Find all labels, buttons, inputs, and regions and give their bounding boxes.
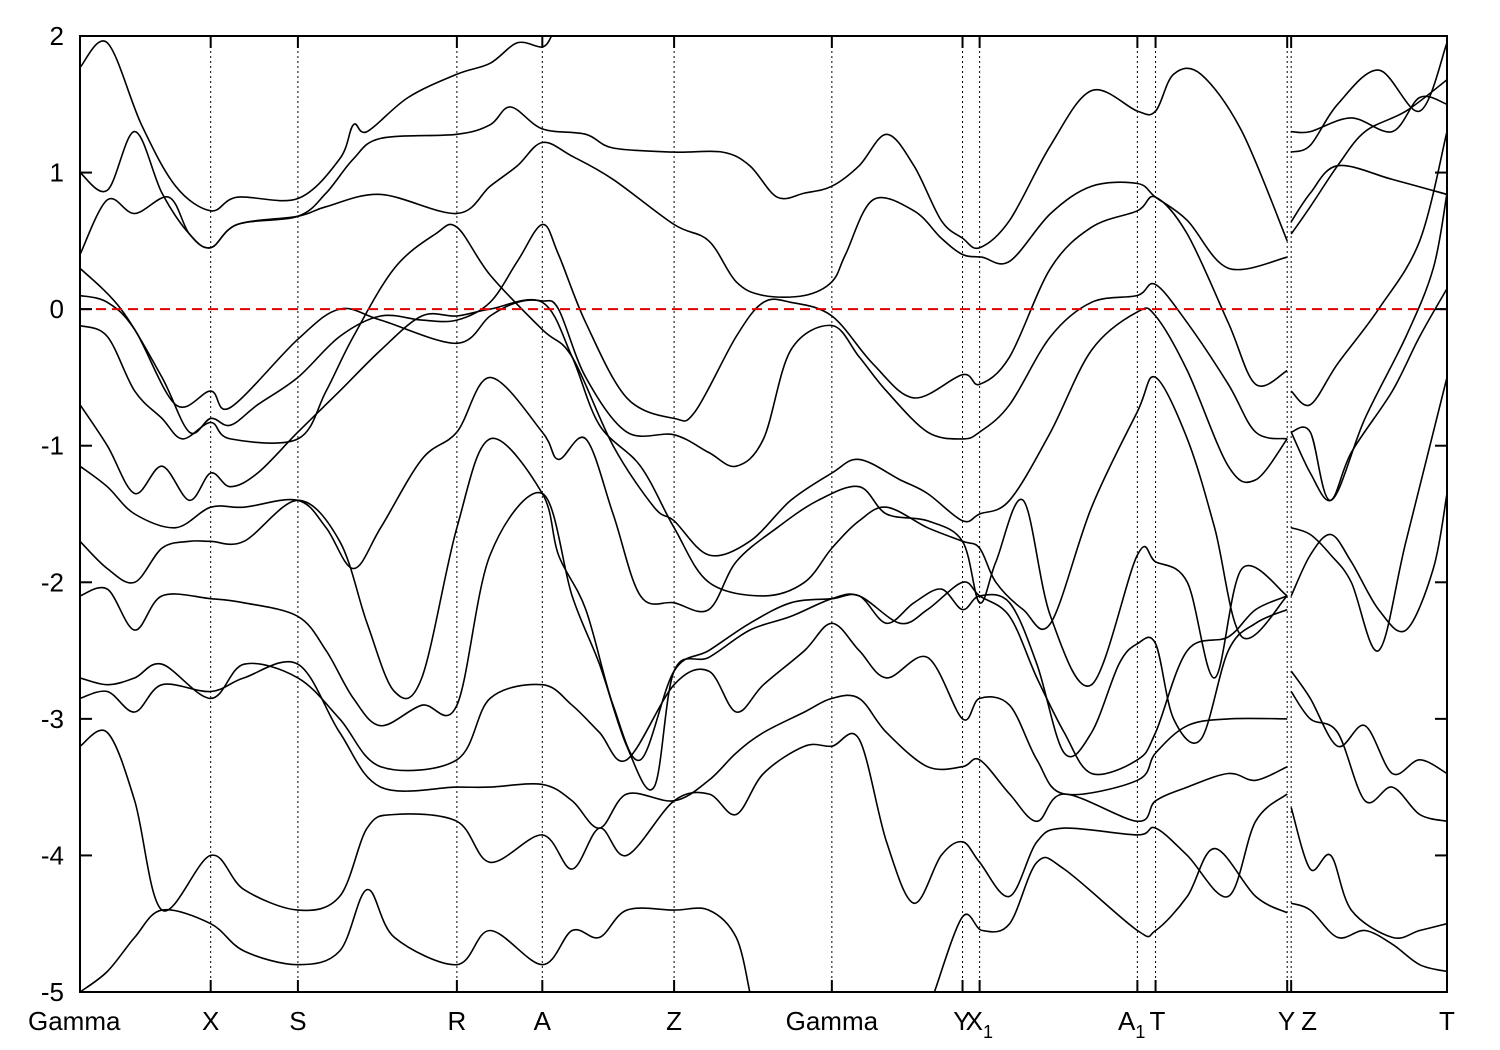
y-tick-label: 0: [50, 294, 64, 324]
x-tick-label: T: [1439, 1006, 1455, 1036]
plot-frame: [79, 35, 1448, 993]
y-tick-label: 1: [50, 158, 64, 188]
band-line: [80, 36, 553, 212]
band-line: [80, 282, 1288, 468]
x-tick-label: Z: [666, 1006, 682, 1036]
y-axis-ticks: -5 -4 -3 -2 -1 0 1 2: [41, 21, 1447, 1007]
y-tick-label: -4: [41, 840, 64, 870]
x-tick-label: Y: [1278, 1006, 1295, 1036]
y-tick-label: -5: [41, 977, 64, 1007]
x-tick-label: R: [447, 1006, 466, 1036]
x-tick-label: T: [1150, 1006, 1166, 1036]
y-tick-label: 2: [50, 21, 64, 51]
kpoint-gridlines: [210, 36, 1292, 992]
y-tick-label: -3: [41, 704, 64, 734]
band-line: [1290, 670, 1447, 776]
band-line: [80, 622, 1288, 796]
band-line: [80, 437, 1288, 762]
band-line: [1290, 493, 1447, 633]
band-line: [1290, 902, 1447, 973]
x-tick-label: A: [534, 1006, 552, 1036]
band-line: [1290, 42, 1447, 153]
band-line: [1290, 691, 1447, 823]
band-line: [80, 661, 1288, 829]
band-line: [80, 223, 1288, 557]
band-line: [80, 888, 751, 992]
band-line: [80, 729, 1288, 912]
band-line: [80, 195, 1288, 435]
x-tick-label: Gamma: [786, 1006, 879, 1036]
band-line: [1291, 95, 1447, 134]
x-tick-label: Gamma: [28, 1006, 121, 1036]
band-line: [80, 491, 1288, 791]
x-tick-label: S: [289, 1006, 306, 1036]
x-tick-label: Y: [953, 1006, 970, 1036]
band-line: [1290, 807, 1447, 939]
x-axis-ticks: Gamma X S R A Z Gamma YX1 A1 T Y Z T: [28, 36, 1455, 1042]
y-tick-label: -2: [41, 567, 64, 597]
x-tick-label: X: [202, 1006, 219, 1036]
band-lines: [80, 36, 1447, 992]
band-line: [1290, 377, 1447, 652]
band-line: [1290, 192, 1447, 502]
x-tick-label: Z: [1301, 1006, 1317, 1036]
band-line: [1290, 131, 1447, 407]
band-line: [80, 298, 1288, 640]
band-line: [933, 847, 1288, 992]
band-line: [80, 141, 1288, 299]
y-tick-label: -1: [41, 431, 64, 461]
band-line: [80, 376, 1288, 687]
